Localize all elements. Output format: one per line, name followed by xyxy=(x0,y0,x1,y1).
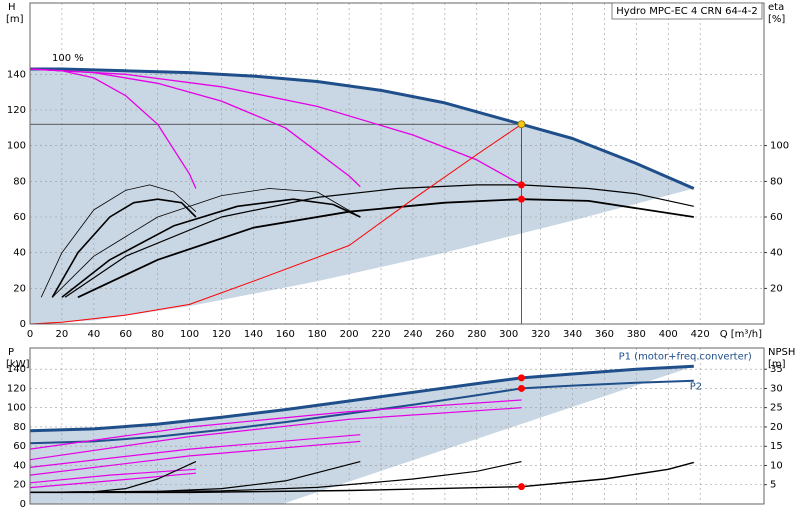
curve xyxy=(29,434,361,468)
x-tick-label: 280 xyxy=(467,329,486,340)
x-tick-label: 320 xyxy=(531,329,550,340)
curve xyxy=(51,198,197,298)
x-tick-label: 200 xyxy=(340,329,359,340)
y2-axis-unit: [m] xyxy=(768,359,786,370)
curve xyxy=(29,123,522,325)
y2-tick-label: 10 xyxy=(770,460,783,471)
y2-axis-unit: [%] xyxy=(768,14,785,25)
x-tick-label: 160 xyxy=(276,329,295,340)
curve xyxy=(29,68,522,186)
y-tick-label: 100 xyxy=(7,141,26,152)
y2-tick-label: 15 xyxy=(770,441,783,452)
y2-tick-label: 20 xyxy=(770,422,783,433)
operating-range xyxy=(30,68,694,324)
x-tick-label: 220 xyxy=(371,329,390,340)
operating-point xyxy=(517,374,525,382)
y-tick-label: 0 xyxy=(20,319,26,330)
y-tick-label: 80 xyxy=(13,176,26,187)
curve xyxy=(29,472,196,489)
x-tick-label: 340 xyxy=(563,329,582,340)
operating-point xyxy=(517,483,525,491)
y-tick-label: 140 xyxy=(7,69,26,80)
y-tick-label: 20 xyxy=(13,480,26,491)
series-label: P2 xyxy=(690,382,702,393)
x-tick-label: 20 xyxy=(56,329,69,340)
y-tick-label: 60 xyxy=(13,212,26,223)
y-tick-label: 60 xyxy=(13,441,26,452)
operating-range xyxy=(30,366,694,504)
y-tick-label: 0 xyxy=(20,499,26,510)
x-axis-label: Q [m³/h] xyxy=(720,329,762,340)
x-tick-label: 180 xyxy=(308,329,327,340)
x-tick-label: 0 xyxy=(27,329,33,340)
plot-border xyxy=(29,347,765,505)
y-tick-label: 40 xyxy=(13,248,26,259)
y2-tick-label: 40 xyxy=(770,248,783,259)
x-tick-label: 120 xyxy=(212,329,231,340)
curve xyxy=(61,198,361,298)
y-tick-label: 120 xyxy=(7,105,26,116)
y2-tick-label: 25 xyxy=(770,403,783,414)
y-axis-label: H xyxy=(8,2,16,13)
series-label: P1 (motor+freq.converter) xyxy=(619,351,752,362)
title-box xyxy=(611,2,763,20)
curve xyxy=(29,461,522,493)
y-tick-label: 40 xyxy=(13,460,26,471)
x-tick-label: 140 xyxy=(244,329,263,340)
curve xyxy=(29,399,522,450)
y-tick-label: 20 xyxy=(13,283,26,294)
y-tick-label: 100 xyxy=(7,403,26,414)
curve xyxy=(29,440,361,476)
y-tick-label: 80 xyxy=(13,422,26,433)
x-tick-label: 260 xyxy=(435,329,454,340)
curve xyxy=(64,184,694,298)
x-tick-label: 80 xyxy=(151,329,164,340)
x-tick-label: 360 xyxy=(595,329,614,340)
operating-point xyxy=(517,181,525,189)
curve xyxy=(40,184,197,298)
curve xyxy=(52,188,361,298)
x-tick-label: 380 xyxy=(627,329,646,340)
plot-border xyxy=(29,2,765,325)
y-tick-label: 120 xyxy=(7,383,26,394)
x-tick-label: 100 xyxy=(180,329,199,340)
y2-axis-label: eta xyxy=(768,2,784,13)
chart-title: Hydro MPC-EC 4 CRN 64-4-2 xyxy=(616,6,758,17)
y-axis-unit: [kW] xyxy=(6,359,30,370)
y2-tick-label: 5 xyxy=(770,480,776,491)
curve xyxy=(77,198,694,299)
y2-tick-label: 30 xyxy=(770,383,783,394)
operating-point xyxy=(517,384,525,392)
x-tick-label: 40 xyxy=(87,329,100,340)
y2-tick-label: 100 xyxy=(770,141,789,152)
x-tick-label: 60 xyxy=(119,329,132,340)
curve xyxy=(29,364,694,433)
y-tick-label: 140 xyxy=(7,364,26,375)
y2-axis-label: NPSH xyxy=(768,347,795,358)
y2-tick-label: 20 xyxy=(770,283,783,294)
y2-tick-label: 80 xyxy=(770,176,783,187)
y-axis-label: P xyxy=(8,347,14,358)
annotation: 100 % xyxy=(52,53,84,64)
x-tick-label: 420 xyxy=(691,329,710,340)
x-tick-label: 240 xyxy=(403,329,422,340)
y2-tick-label: 35 xyxy=(770,364,783,375)
operating-point xyxy=(517,195,525,203)
curve xyxy=(29,407,522,461)
y-axis-unit: [m] xyxy=(6,14,24,25)
curve xyxy=(30,67,695,190)
x-tick-label: 400 xyxy=(659,329,678,340)
operating-point xyxy=(517,120,526,129)
x-tick-label: 300 xyxy=(499,329,518,340)
y2-tick-label: 60 xyxy=(770,212,783,223)
curve xyxy=(29,468,196,484)
